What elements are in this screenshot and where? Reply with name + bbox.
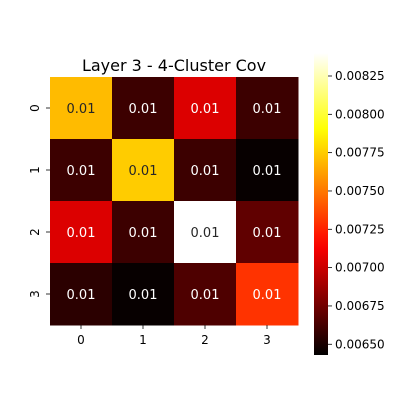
x-tick-label: 3: [263, 333, 271, 347]
cell-annotation: 0.01: [129, 288, 158, 303]
colorbar-tick-label: 0.00650: [335, 337, 385, 351]
y-tick-label: 2: [28, 228, 42, 236]
y-tick-label: 1: [28, 166, 42, 174]
cell-annotation: 0.01: [129, 226, 158, 241]
y-tick-label: 3: [28, 290, 42, 298]
colorbar-tick-label: 0.00750: [335, 184, 385, 198]
x-tick-label: 1: [139, 333, 147, 347]
cell-annotation: 0.01: [191, 226, 220, 241]
cell-annotation: 0.01: [253, 164, 282, 179]
cell-annotation: 0.01: [253, 226, 282, 241]
colorbar-tick-label: 0.00675: [335, 299, 385, 313]
x-axis: 0 1 2 3: [77, 325, 271, 347]
y-axis: 0 1 2 3: [28, 104, 50, 298]
colorbar-tick-label: 0.00725: [335, 222, 385, 236]
colorbar: [314, 53, 328, 355]
colorbar-tick-label: 0.00700: [335, 261, 385, 275]
cell-annotation: 0.01: [67, 164, 96, 179]
cell-annotation: 0.01: [129, 164, 158, 179]
colorbar-tick-label: 0.00800: [335, 107, 385, 121]
y-tick-label: 0: [28, 104, 42, 112]
x-tick-label: 2: [201, 333, 209, 347]
cell-annotation: 0.01: [253, 102, 282, 117]
cell-annotation: 0.01: [129, 102, 158, 117]
cell-annotation: 0.01: [67, 288, 96, 303]
cell-annotation: 0.01: [67, 226, 96, 241]
cell-annotation: 0.01: [253, 288, 282, 303]
x-tick-label: 0: [77, 333, 85, 347]
colorbar-tick-label: 0.00775: [335, 146, 385, 160]
cell-annotation: 0.01: [191, 288, 220, 303]
cell-annotation: 0.01: [67, 102, 96, 117]
chart-title: Layer 3 - 4-Cluster Cov: [82, 56, 266, 75]
cell-annotation: 0.01: [191, 102, 220, 117]
colorbar-axis: 0.00650 0.00675 0.00700 0.00725 0.00750 0.007…: [328, 69, 385, 351]
colorbar-tick-label: 0.00825: [335, 69, 385, 83]
cell-annotation: 0.01: [191, 164, 220, 179]
